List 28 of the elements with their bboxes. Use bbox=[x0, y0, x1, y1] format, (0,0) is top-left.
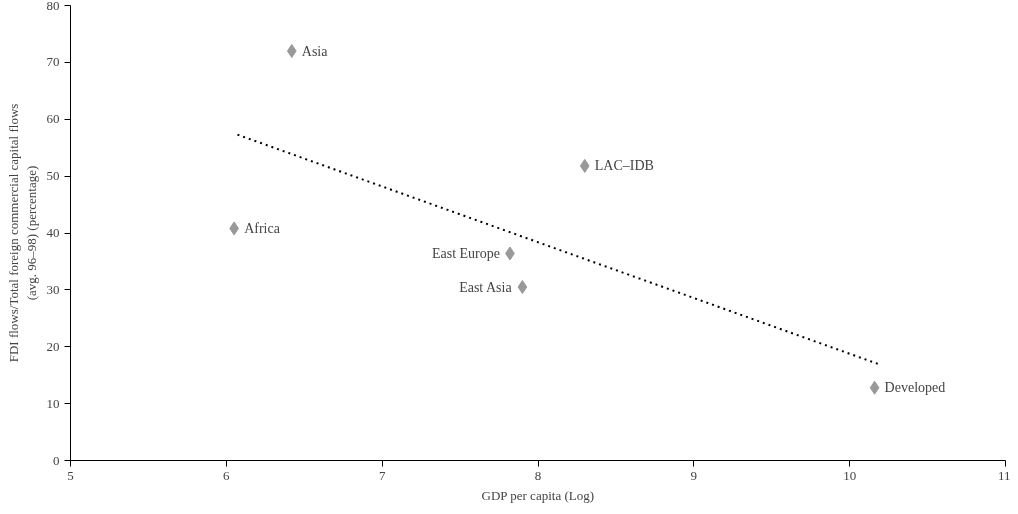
x-tick-label: 5 bbox=[67, 467, 74, 483]
y-tick-label: 10 bbox=[46, 395, 60, 411]
point bbox=[869, 380, 880, 395]
x-tick-label: 6 bbox=[223, 467, 231, 483]
y-tick-label: 50 bbox=[46, 168, 60, 184]
y-tick-label: 30 bbox=[46, 281, 60, 297]
point bbox=[517, 280, 528, 295]
x-tick-label: 11 bbox=[997, 467, 1011, 483]
y-tick-label: 70 bbox=[46, 54, 60, 70]
point bbox=[286, 44, 297, 58]
x-tick-label: 9 bbox=[690, 467, 698, 483]
annotation: East Europe bbox=[431, 245, 500, 261]
x-tick-label: 8 bbox=[534, 467, 542, 483]
annotation: Asia bbox=[301, 43, 329, 59]
x-tick-label: 7 bbox=[378, 467, 386, 483]
annotation: East Asia bbox=[459, 279, 513, 295]
x-axis-title: GDP per capita (Log) bbox=[481, 487, 595, 503]
y-tick-label: 80 bbox=[46, 0, 60, 13]
annotation: LAC–IDB bbox=[594, 158, 654, 174]
x-tick-label: 10 bbox=[843, 467, 857, 483]
annotation: Africa bbox=[244, 220, 281, 236]
y-tick-label: 40 bbox=[46, 225, 60, 240]
annotation: Developed bbox=[884, 380, 946, 396]
y-tick-label: 0 bbox=[53, 452, 60, 468]
y-axis-title: FDI flows/Total foreign commercial capital flows (avg. 96–98) (percentage) bbox=[5, 103, 39, 363]
y-tick-label: 60 bbox=[46, 111, 60, 127]
y-tick-label: 20 bbox=[46, 338, 60, 354]
point bbox=[579, 158, 590, 173]
